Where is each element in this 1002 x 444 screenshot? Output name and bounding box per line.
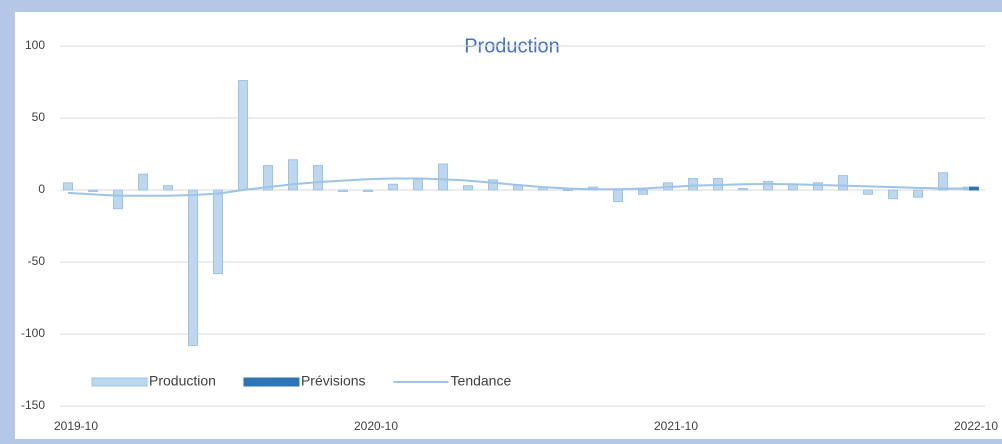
x-tick-label: 2022-10: [954, 419, 998, 433]
bar: [263, 165, 273, 191]
bar: [288, 159, 298, 191]
y-tick-label: 0: [38, 182, 45, 196]
bar: [313, 165, 323, 191]
legend-label: Production: [149, 373, 216, 389]
y-tick-label: -50: [28, 254, 46, 268]
bar: [913, 189, 923, 198]
legend-swatch: [243, 377, 300, 387]
bar: [838, 175, 848, 191]
bar: [613, 189, 623, 203]
bar: [513, 185, 523, 191]
x-tick-label: 2019-10: [54, 419, 98, 433]
bar: [363, 189, 373, 192]
bar: [463, 185, 473, 191]
bar: [688, 177, 698, 191]
bar: [338, 189, 348, 192]
bar: [969, 186, 979, 191]
y-tick-label: -100: [21, 326, 45, 340]
bar: [813, 182, 823, 191]
bar: [163, 185, 173, 191]
legend-swatch: [91, 377, 148, 387]
bar: [113, 189, 123, 210]
bar: [188, 189, 198, 347]
bar: [488, 179, 498, 191]
bar: [888, 189, 898, 200]
bar: [63, 182, 73, 191]
bar: [863, 189, 873, 195]
bar: [413, 177, 423, 191]
bar: [563, 189, 573, 191]
trend-line: [67, 177, 968, 197]
bar: [138, 173, 148, 191]
legend-label: Tendance: [451, 373, 512, 389]
bar: [738, 188, 748, 191]
bar: [938, 172, 948, 191]
bar: [638, 189, 648, 195]
bar: [438, 163, 448, 191]
bar: [88, 189, 98, 192]
bar: [388, 183, 398, 191]
chart-area: [15, 12, 1002, 439]
bar: [213, 189, 223, 275]
legend-label: Prévisions: [301, 373, 366, 389]
x-tick-label: 2021-10: [654, 419, 698, 433]
y-tick-label: -150: [21, 398, 45, 412]
bar: [238, 80, 248, 191]
x-tick-label: 2020-10: [354, 419, 398, 433]
y-tick-label: 50: [32, 110, 46, 124]
bar: [763, 180, 773, 191]
y-tick-label: 100: [25, 38, 45, 52]
